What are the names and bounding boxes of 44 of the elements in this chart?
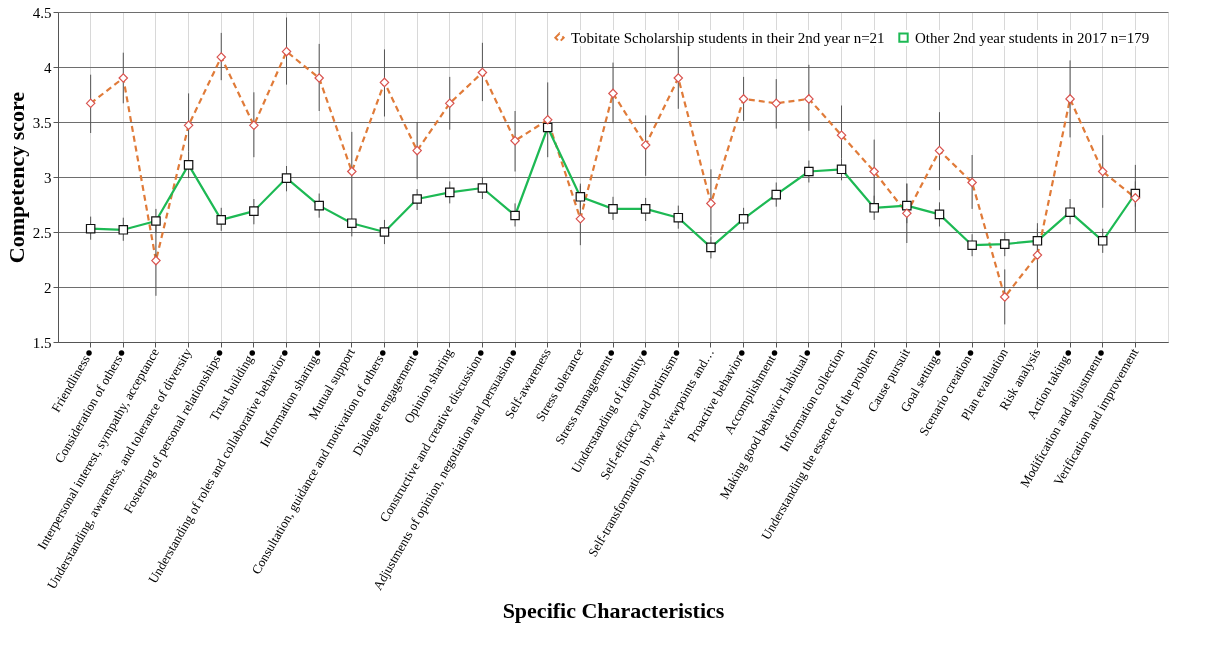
- y-tick-label: 4: [44, 59, 52, 76]
- point: [444, 98, 455, 109]
- point: [379, 77, 390, 88]
- legend-label: Tobitate Scholarship students in their 2nd year n=21: [571, 29, 885, 46]
- point: [967, 177, 977, 188]
- x-axis-title: Specific Characteristics: [502, 597, 725, 623]
- point: [836, 130, 847, 140]
- point: [869, 166, 879, 177]
- point: [118, 73, 129, 83]
- point: [542, 115, 553, 125]
- point: [183, 120, 194, 131]
- point: [151, 255, 161, 266]
- point: [249, 120, 259, 131]
- y-axis-title: Competency score: [3, 91, 29, 264]
- point: [85, 98, 96, 109]
- point: [1097, 166, 1108, 177]
- point: [510, 135, 520, 146]
- point: [804, 94, 814, 104]
- point: [216, 52, 227, 62]
- legend-label: Other 2nd year students in 2017 n=179: [915, 29, 1150, 46]
- point: [706, 198, 716, 209]
- y-tick-label: 2.5: [32, 224, 52, 241]
- y-tick-label: 3.5: [32, 114, 52, 131]
- y-tick-label: 3: [44, 169, 52, 186]
- point: [281, 46, 292, 57]
- point: [934, 145, 945, 156]
- point: [347, 166, 357, 177]
- point: [1065, 94, 1075, 104]
- point: [902, 208, 912, 219]
- point: [314, 73, 324, 83]
- point: [738, 94, 749, 104]
- point: [771, 98, 782, 109]
- point: [1032, 250, 1043, 260]
- point: [477, 67, 488, 78]
- point: [673, 73, 684, 83]
- point: [999, 292, 1010, 302]
- y-tick-label: 2: [44, 279, 52, 296]
- y-tick-label: 1.5: [32, 334, 52, 351]
- point: [1130, 193, 1141, 203]
- point: [608, 88, 618, 99]
- y-tick-label: 4.5: [32, 4, 52, 21]
- point: [575, 214, 586, 224]
- point: [640, 140, 651, 150]
- point: [412, 145, 422, 156]
